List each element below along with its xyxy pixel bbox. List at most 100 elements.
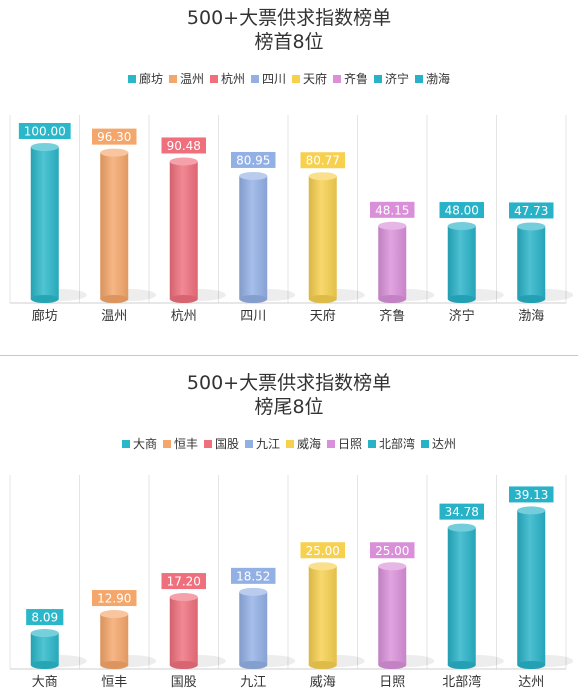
x-tick-label: 四川 [240,309,266,324]
x-tick-label: 国股 [171,675,197,690]
bar [169,157,198,303]
legend-swatch [292,75,300,83]
x-tick-label: 北部湾 [442,674,481,690]
legend-swatch [421,440,430,448]
svg-text:12.90: 12.90 [97,592,131,606]
legend-item: 威海 [286,435,321,452]
chart-subtitle: 榜尾8位 [254,396,324,418]
legend-swatch [415,75,424,83]
legend-item: 齐鲁 [333,70,368,87]
legend-item: 济宁 [374,70,409,87]
data-label: 17.20 [161,573,206,590]
x-tick-label: 天府 [310,309,336,324]
data-label: 100.00 [18,123,71,139]
legend-label: 国股 [214,437,239,451]
svg-text:48.00: 48.00 [445,204,479,218]
x-tick-label: 温州 [101,309,127,324]
data-label: 18.52 [231,567,276,584]
bar [169,593,198,669]
svg-text:90.48: 90.48 [167,139,201,153]
legend-item: 九江 [244,435,280,452]
legend-item: 四川 [250,70,286,87]
data-label: 34.78 [439,503,484,520]
x-tick-label: 齐鲁 [379,308,405,324]
bar [100,610,129,669]
legend-label: 廊坊 [138,72,163,86]
data-label: 48.00 [439,202,484,219]
svg-text:100.00: 100.00 [24,125,66,139]
legend-swatch [244,440,253,448]
bar [517,222,546,303]
bar [378,562,407,669]
data-label: 90.48 [161,137,206,154]
svg-text:25.00: 25.00 [306,544,340,558]
svg-text:80.95: 80.95 [236,153,270,167]
legend-item: 国股 [203,435,239,452]
legend-label: 齐鲁 [344,72,369,86]
x-tick-label: 威海 [310,675,336,690]
svg-text:18.52: 18.52 [236,569,270,583]
legend-item: 天府 [292,70,327,87]
svg-text:80.77: 80.77 [306,154,340,168]
chart-panel-top: 500+大票供求指数榜单 榜首8位 廊坊 温州 杭州 四川 天府 齐鲁 济宁 渤海 100.0… [0,7,578,324]
x-tick-label: 大商 [32,675,58,690]
bar [308,172,337,303]
bar [30,629,59,669]
legend-swatch [333,75,342,83]
panel-divider [0,355,578,356]
legend-swatch [127,75,136,83]
svg-text:25.00: 25.00 [375,544,409,558]
legend-label: 恒丰 [173,437,198,451]
bar [378,221,407,303]
x-tick-label: 济宁 [449,308,475,324]
legend-item: 北部湾 [368,435,415,452]
legend-swatch [121,440,130,448]
legend-swatch [368,440,377,448]
legend-item: 渤海 [415,70,450,87]
data-label: 25.00 [300,542,345,559]
legend-item: 恒丰 [162,435,198,452]
legend-label: 渤海 [426,72,451,86]
data-label: 47.73 [509,202,554,219]
data-label: 80.95 [231,151,276,168]
data-label: 12.90 [92,590,137,607]
legend-label: 威海 [297,437,322,451]
data-label: 80.77 [300,152,345,169]
chart-legend: 大商 恒丰 国股 九江 威海 日照 北部湾 达州 [0,435,578,452]
legend-label: 济宁 [385,72,410,86]
bar [239,587,268,669]
legend-item: 达州 [421,435,456,452]
legend-item: 廊坊 [127,70,163,87]
chart-title-line1: 500+大票供求指数榜单 [186,7,392,29]
bar [308,562,337,669]
x-tick-label: 恒丰 [101,675,127,690]
legend-label: 杭州 [220,72,245,86]
svg-text:96.30: 96.30 [97,130,131,144]
legend-label: 大商 [132,437,157,451]
legend-label: 温州 [179,72,204,86]
legend-swatch [327,440,336,448]
legend-swatch [203,440,212,448]
svg-text:47.73: 47.73 [514,204,548,218]
legend-swatch [162,440,171,448]
x-tick-label: 渤海 [518,308,544,324]
legend-label: 北部湾 [379,437,416,451]
legend-item: 温州 [168,70,204,87]
bar [447,222,476,303]
data-label: 8.09 [26,609,64,626]
chart-subtitle: 榜首8位 [254,31,324,53]
chart-legend: 廊坊 温州 杭州 四川 天府 齐鲁 济宁 渤海 [0,70,578,87]
legend-label: 天府 [303,72,328,86]
bar [30,143,59,303]
bar [517,506,546,669]
legend-item: 杭州 [209,70,245,87]
legend-label: 九江 [255,437,280,451]
x-tick-label: 廊坊 [32,308,58,324]
data-label: 48.15 [370,201,415,218]
bar-chart-bottom: 8.09 大商 12.90 恒丰 17.20 国股 18.52 九江 25.00 威海 25.00 日… [9,475,574,690]
legend-swatch [374,75,383,83]
legend-swatch [209,75,218,83]
x-tick-label: 九江 [240,675,266,690]
legend-swatch [250,75,259,83]
legend-item: 大商 [121,435,157,452]
